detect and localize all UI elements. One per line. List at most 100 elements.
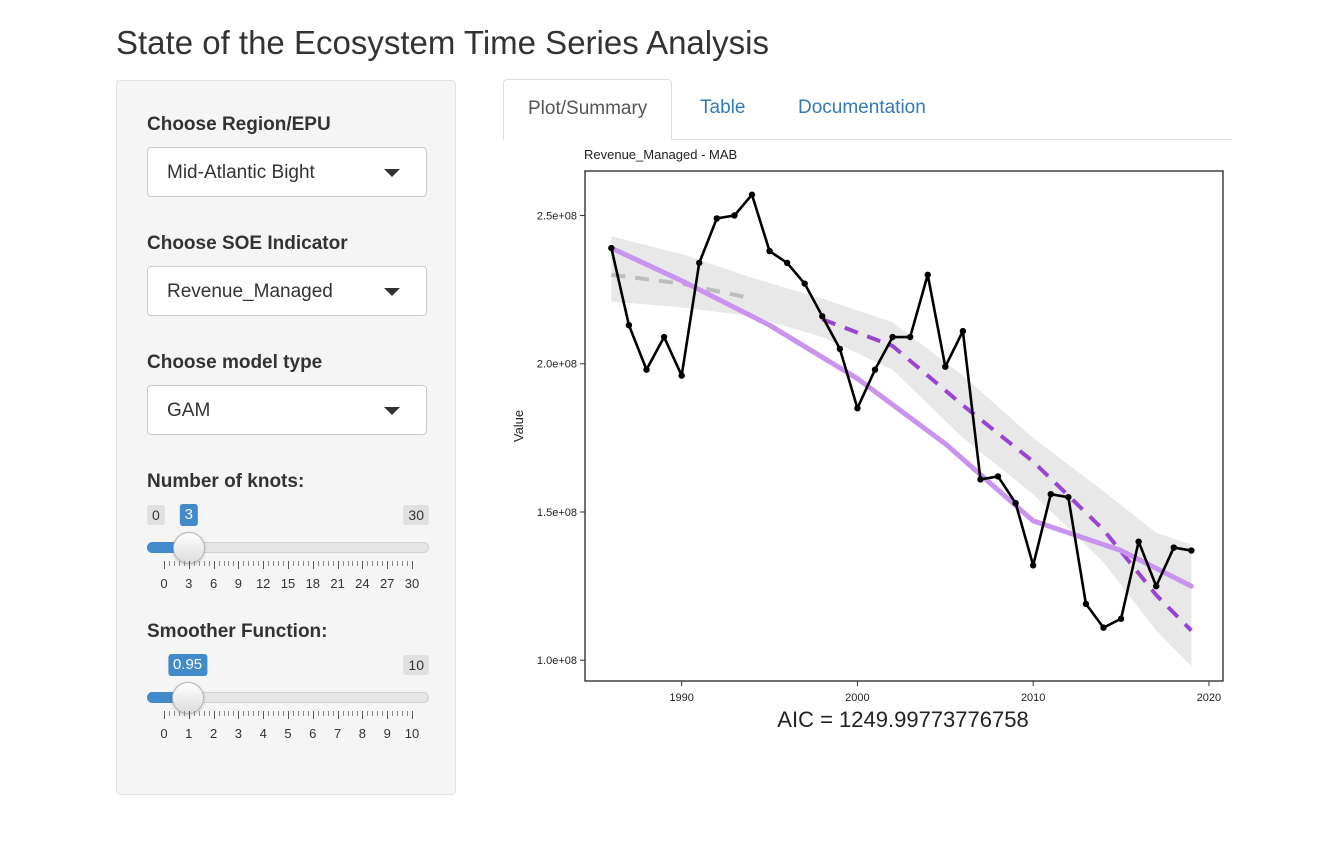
slider-minor-tick [258, 561, 260, 566]
knots-slider[interactable]: 0 30 3 0 3 6 9 12 15 18 21 24 27 30 [147, 504, 429, 595]
indicator-label: Choose SOE Indicator [147, 233, 348, 254]
slider-major-tick [312, 711, 314, 719]
slider-minor-tick [268, 711, 270, 716]
slider-minor-tick [223, 561, 225, 566]
series-point [1135, 538, 1142, 545]
slider-major-tick [412, 561, 413, 569]
caret-down-icon [384, 169, 400, 177]
confidence-ribbon-area [611, 236, 1192, 667]
slider-minor-tick [203, 711, 205, 716]
knots-slider-ticks: 0 3 6 9 12 15 18 21 24 27 30 [147, 561, 429, 591]
slider-minor-tick [342, 711, 344, 716]
slider-major-tick [288, 561, 289, 569]
slider-major-tick [164, 561, 165, 569]
page-title: State of the Ecosystem Time Series Analy… [116, 24, 769, 61]
slider-major-tick [387, 711, 389, 719]
slider-minor-tick [173, 711, 175, 716]
slider-minor-tick [357, 561, 359, 566]
slider-minor-tick [193, 711, 195, 716]
slider-minor-tick [332, 711, 334, 716]
slider-minor-tick [327, 561, 329, 566]
smoother-slider-handle[interactable] [171, 682, 204, 714]
slider-major-tick [188, 561, 190, 569]
slider-tick-label: 24 [355, 576, 370, 591]
series-point [889, 333, 896, 341]
smoother-value-label: 0.95 [167, 654, 208, 676]
smoother-label: Smoother Function: [147, 621, 328, 642]
smoother-slider[interactable]: 0 10 0.95 0 1 2 3 4 5 6 7 8 9 10 [147, 654, 429, 745]
model-select[interactable]: GAM [147, 385, 427, 435]
slider-major-tick [238, 561, 240, 569]
slider-minor-tick [168, 561, 170, 566]
series-point [959, 327, 967, 335]
slider-major-tick [213, 561, 215, 569]
slider-minor-tick [283, 561, 285, 566]
slider-minor-tick [322, 561, 324, 566]
slider-minor-tick [407, 561, 409, 566]
slider-major-tick [362, 711, 364, 719]
series-point [748, 191, 756, 198]
slider-major-tick [164, 711, 165, 719]
slider-minor-tick [233, 711, 235, 716]
y-axis-tick-label: 1.5e+08 [537, 507, 577, 519]
region-select[interactable]: Mid-Atlantic Bight [147, 147, 427, 197]
slider-minor-tick [278, 561, 280, 566]
indicator-select[interactable]: Revenue_Managed [147, 266, 427, 316]
slider-minor-tick [407, 711, 409, 716]
slider-tick-label: 3 [185, 576, 193, 591]
slider-tick-label: 6 [209, 576, 218, 591]
slider-minor-tick [372, 711, 374, 716]
model-select-value: GAM [167, 400, 211, 421]
slider-minor-tick [253, 561, 255, 566]
series-point [994, 473, 1002, 480]
slider-tick-label: 18 [305, 576, 321, 591]
slider-tick-label: 4 [259, 726, 267, 741]
slider-minor-tick [357, 711, 359, 716]
series-point [643, 366, 650, 373]
slider-minor-tick [317, 561, 319, 566]
series-point [678, 372, 685, 379]
tab-documentation[interactable]: Documentation [798, 97, 926, 118]
tab-table[interactable]: Table [700, 97, 746, 118]
slider-minor-tick [273, 561, 275, 566]
slider-minor-tick [283, 711, 285, 716]
slider-minor-tick [258, 711, 260, 716]
knots-value-label: 3 [179, 504, 198, 526]
slider-major-tick [213, 711, 215, 719]
slider-minor-tick [178, 711, 180, 716]
slider-minor-tick [392, 711, 394, 716]
knots-slider-handle[interactable] [172, 532, 205, 564]
slider-minor-tick [183, 711, 185, 716]
series-point [1170, 544, 1177, 551]
series-point [854, 405, 861, 412]
knots-min-label: 0 [147, 505, 165, 525]
slider-minor-tick [302, 561, 304, 566]
slider-minor-tick [243, 561, 245, 566]
slider-minor-tick [392, 561, 394, 566]
slider-minor-tick [253, 711, 255, 716]
slider-minor-tick [228, 711, 230, 716]
slider-major-tick [288, 711, 289, 719]
slider-minor-tick [352, 711, 354, 716]
tab-bar: Plot/Summary Table Documentation [503, 79, 1231, 140]
slider-minor-tick [342, 561, 344, 566]
knots-max-label: 30 [403, 505, 429, 525]
slider-minor-tick [218, 711, 220, 716]
series-point [1188, 547, 1195, 554]
slider-minor-tick [322, 711, 324, 716]
slider-major-tick [312, 561, 314, 569]
indicator-select-value: Revenue_Managed [167, 281, 333, 302]
slider-tick-label: 0 [160, 726, 168, 741]
slider-minor-tick [397, 711, 399, 716]
slider-minor-tick [382, 561, 384, 566]
slider-minor-tick [367, 561, 369, 566]
slider-minor-tick [292, 561, 294, 566]
tab-plot-summary[interactable]: Plot/Summary [503, 79, 673, 140]
slider-minor-tick [297, 711, 299, 716]
slider-minor-tick [208, 711, 210, 716]
series-point [783, 259, 791, 267]
series-point [942, 363, 949, 370]
slider-tick-label: 9 [383, 726, 391, 741]
slider-minor-tick [168, 711, 170, 716]
slider-minor-tick [382, 711, 384, 716]
